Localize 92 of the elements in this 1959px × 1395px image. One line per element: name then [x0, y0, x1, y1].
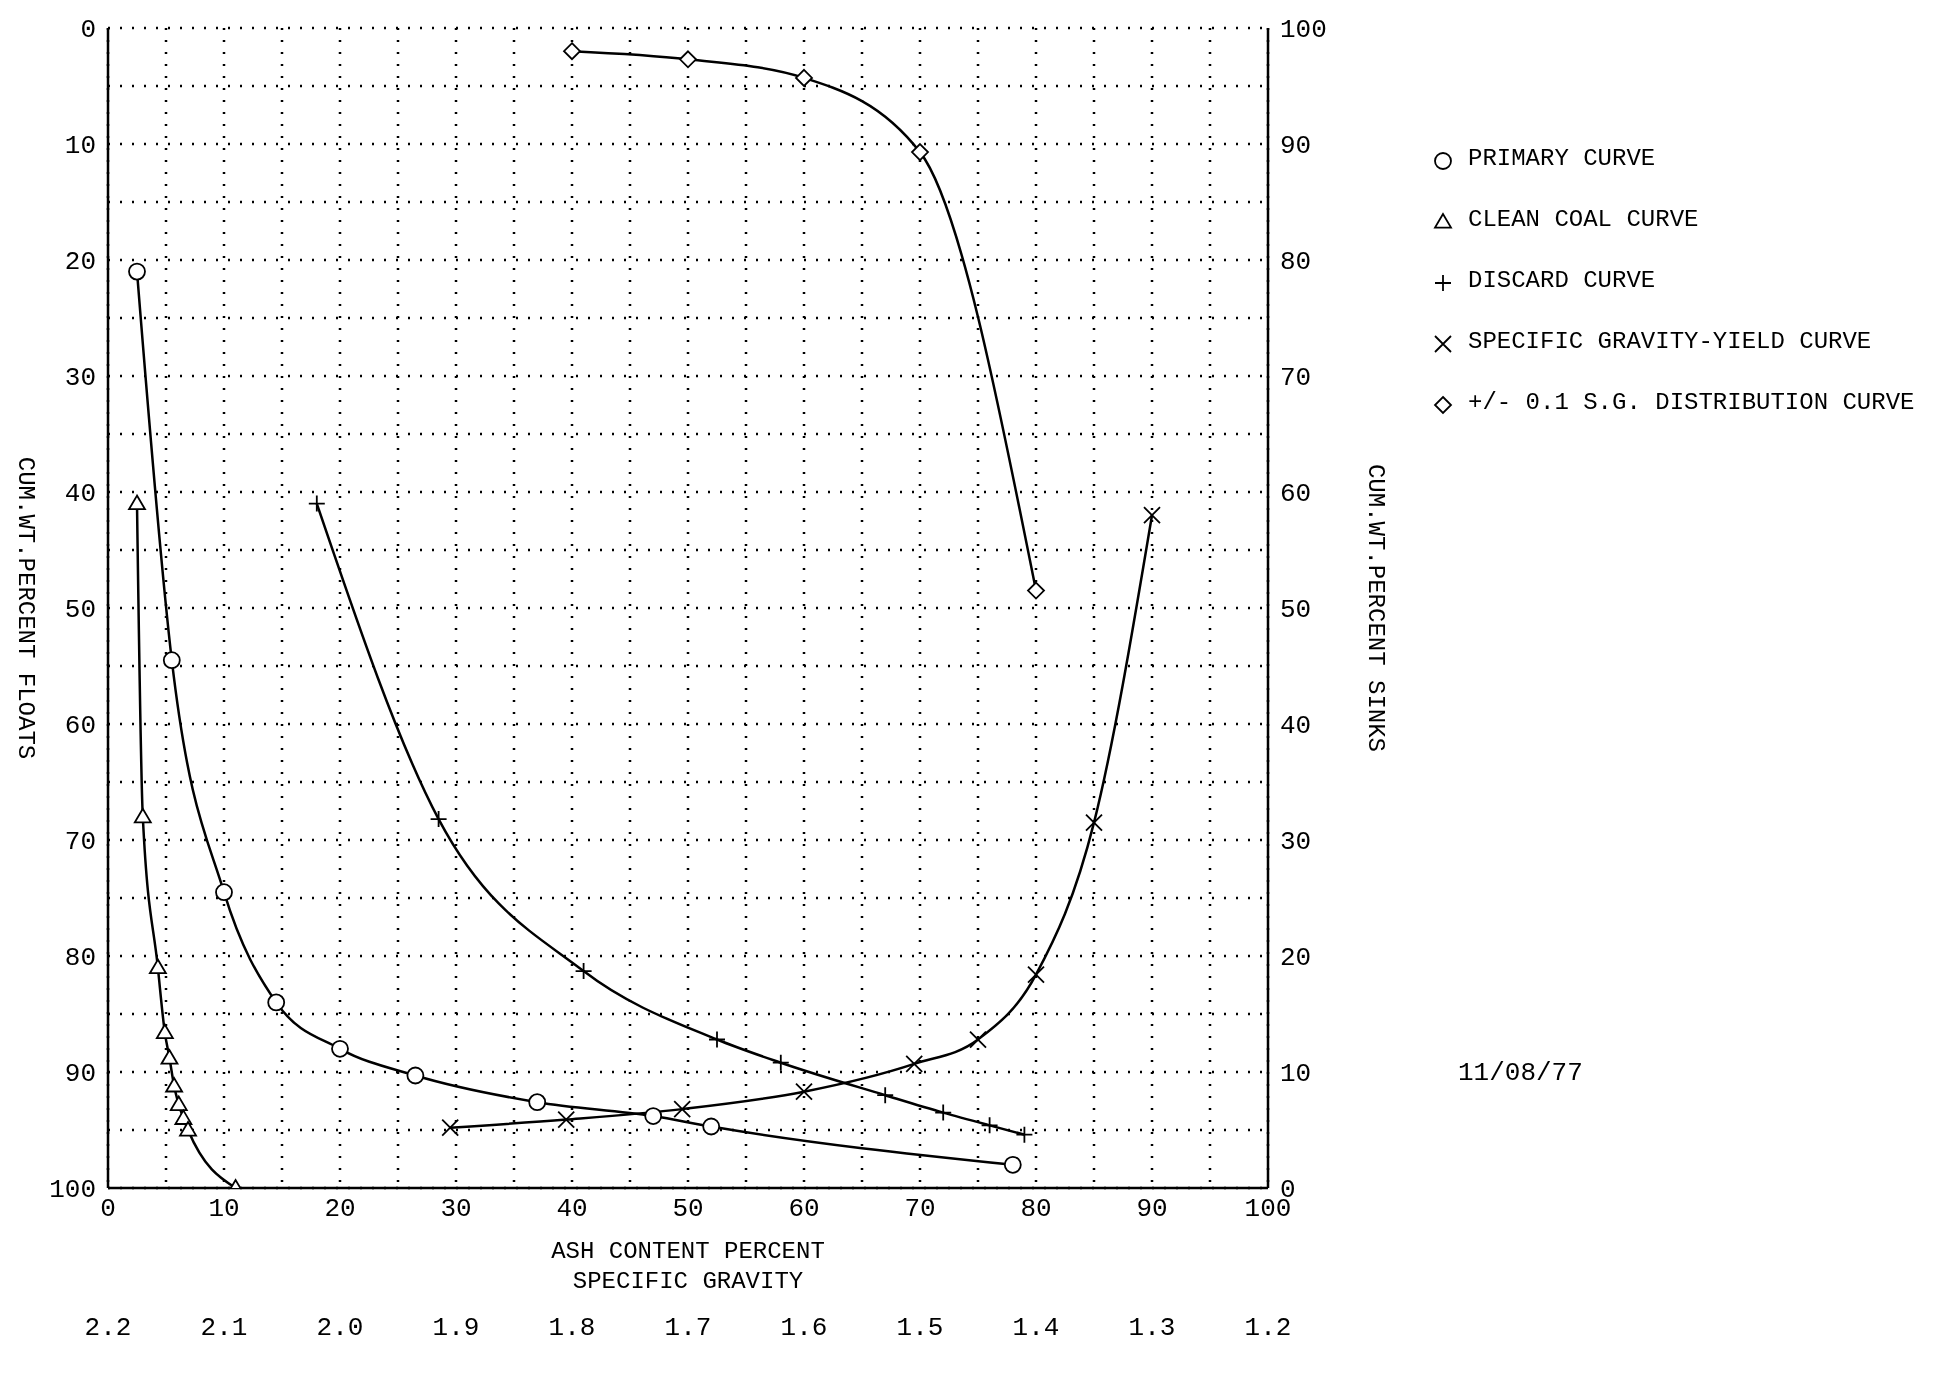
point [795, 1082, 813, 1101]
point [128, 494, 146, 511]
x-axis-title: ASH CONTENT PERCENT [551, 1238, 825, 1265]
y2-tick-label: 10 [1280, 1059, 1312, 1090]
point [905, 1054, 924, 1073]
x-tick-label: 20 [324, 1194, 356, 1225]
point [771, 1053, 790, 1072]
y-tick-label: 90 [64, 1059, 96, 1090]
y2-tick-label: 80 [1280, 247, 1312, 278]
x2-tick-label: 2.0 [316, 1313, 364, 1343]
legend-label: SPECIFIC GRAVITY-YIELD CURVE [1468, 328, 1872, 355]
y2-axis-title: CUM.WT.PERCENT SINKS [1362, 463, 1390, 753]
y2-tick-label: 30 [1280, 827, 1312, 858]
x-tick-label: 80 [1020, 1194, 1052, 1225]
legend-label: DISCARD CURVE [1468, 267, 1656, 294]
x-tick-label: 40 [556, 1194, 588, 1225]
legend-label: +/- 0.1 S.G. DISTRIBUTION CURVE [1468, 389, 1915, 416]
x-tick-label: 60 [788, 1194, 820, 1225]
x-tick-label: 10 [208, 1194, 240, 1225]
y-tick-label: 20 [64, 247, 96, 278]
y2-tick-label: 60 [1280, 479, 1312, 510]
y-axis-title: CUM.WT.PERCENT FLOATS [12, 456, 40, 760]
x-tick-label: 0 [100, 1194, 116, 1225]
point [673, 1100, 692, 1119]
point [980, 1116, 999, 1135]
x-tick-label: 90 [1136, 1194, 1168, 1225]
x2-tick-label: 1.4 [1012, 1313, 1060, 1343]
point [331, 1039, 349, 1058]
point [160, 1049, 179, 1065]
y-tick-label: 40 [64, 479, 96, 510]
point [528, 1093, 547, 1112]
point [267, 993, 286, 1012]
x-tick-label: 30 [440, 1194, 472, 1225]
point [969, 1030, 987, 1049]
y2-tick-label: 20 [1280, 943, 1312, 974]
y-tick-label: 100 [49, 1175, 96, 1206]
point [1143, 506, 1161, 525]
legend-label: PRIMARY CURVE [1468, 145, 1656, 172]
x-tick-label: 70 [904, 1194, 936, 1225]
point [162, 651, 181, 670]
x2-tick-label: 2.2 [84, 1313, 132, 1343]
point [563, 42, 581, 61]
y2-tick-label: 50 [1280, 595, 1312, 626]
point [876, 1086, 895, 1105]
point [934, 1103, 953, 1122]
x2-tick-label: 1.9 [432, 1313, 480, 1343]
x2-tick-label: 1.5 [896, 1313, 944, 1343]
point [128, 262, 146, 281]
point [702, 1117, 721, 1136]
point [307, 494, 326, 513]
point [1085, 813, 1103, 832]
point [1027, 581, 1045, 600]
y2-tick-label: 40 [1280, 711, 1312, 742]
y-tick-label: 10 [64, 131, 96, 162]
y-tick-label: 80 [64, 943, 96, 974]
y2-tick-label: 70 [1280, 363, 1312, 394]
point [679, 50, 697, 69]
x2-tick-label: 1.2 [1244, 1313, 1292, 1343]
y-tick-label: 0 [80, 15, 96, 46]
point [155, 1023, 174, 1040]
point [174, 1109, 193, 1125]
point [1015, 1125, 1034, 1144]
x2-tick-label: 1.8 [548, 1313, 596, 1343]
point [574, 962, 593, 980]
y-tick-label: 70 [64, 827, 96, 858]
point [1003, 1155, 1022, 1174]
point [215, 883, 233, 902]
point [169, 1095, 188, 1111]
y-tick-label: 50 [64, 595, 96, 626]
y-tick-label: 60 [64, 711, 96, 742]
point [911, 143, 929, 162]
legend-label: CLEAN COAL CURVE [1468, 206, 1699, 233]
point [133, 807, 152, 824]
x2-axis-title: SPECIFIC GRAVITY [572, 1268, 804, 1295]
y2-tick-label: 100 [1280, 15, 1327, 46]
x2-tick-label: 1.6 [780, 1313, 828, 1343]
point [644, 1107, 663, 1125]
point [441, 1118, 460, 1137]
x-tick-label: 50 [672, 1194, 704, 1225]
y-tick-label: 30 [64, 363, 96, 394]
x2-tick-label: 1.7 [664, 1313, 712, 1343]
text: 11/08/77 [1458, 1058, 1583, 1088]
x2-tick-label: 1.3 [1128, 1313, 1176, 1343]
point [406, 1066, 425, 1085]
point [148, 958, 167, 975]
point [795, 68, 813, 87]
point [1027, 965, 1045, 984]
point [165, 1077, 184, 1093]
y2-tick-label: 90 [1280, 131, 1312, 162]
point [179, 1121, 197, 1137]
point [557, 1110, 576, 1129]
x2-tick-label: 2.1 [200, 1313, 248, 1343]
